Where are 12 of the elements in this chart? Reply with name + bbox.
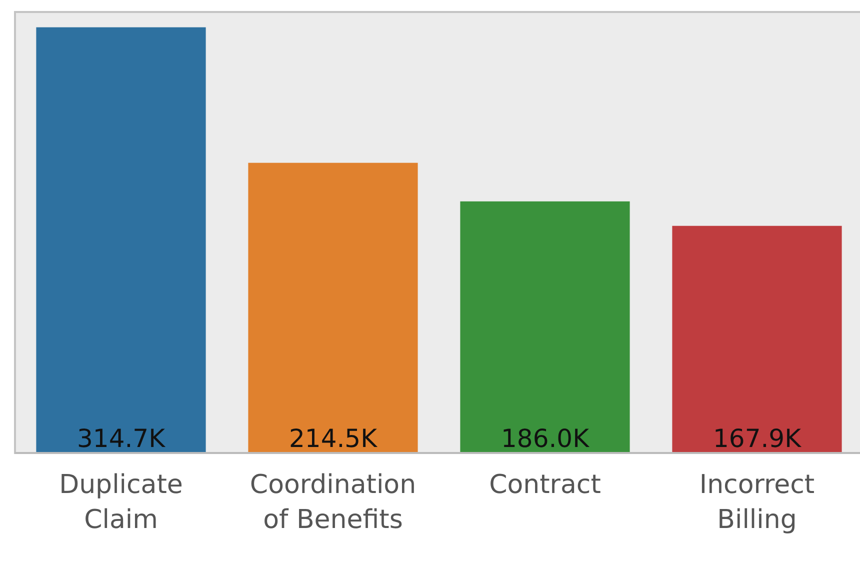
data-label: 167.9K xyxy=(713,424,802,453)
bar xyxy=(36,27,206,453)
bar xyxy=(672,226,842,453)
x-tick-label: Duplicate Claim xyxy=(59,470,183,535)
bar xyxy=(248,162,418,453)
bar xyxy=(460,201,630,453)
x-tick-label: Contract xyxy=(489,470,601,500)
x-tick-label: Coordination of Benefits xyxy=(250,470,416,535)
data-label: 214.5K xyxy=(289,424,378,453)
x-tick-label: Incorrect Billing xyxy=(699,470,815,535)
data-label: 186.0K xyxy=(501,424,590,453)
data-label: 314.7K xyxy=(77,424,166,453)
